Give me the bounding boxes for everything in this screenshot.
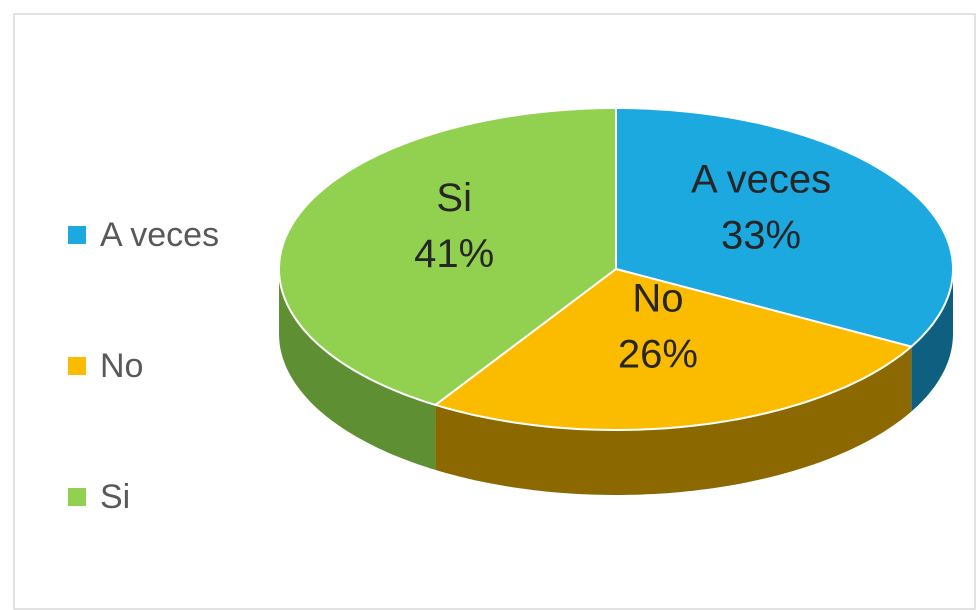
data-label-category: A veces: [691, 158, 831, 202]
legend-swatch: [68, 357, 86, 375]
pie-side: [911, 269, 953, 412]
pie-slice: [615, 107, 954, 348]
pie-side: [435, 346, 912, 495]
data-label-category: No: [632, 277, 683, 321]
data-label-value: 33%: [721, 214, 801, 258]
data-label-value: 26%: [618, 333, 698, 377]
legend-label: Si: [100, 478, 130, 516]
legend-swatch: [68, 488, 86, 506]
legend-label: A veces: [100, 216, 219, 254]
legend-label: No: [100, 347, 143, 385]
pie-slice: [278, 107, 617, 407]
pie-side: [279, 269, 436, 470]
data-label-category: Si: [436, 176, 472, 220]
legend-swatch: [68, 226, 86, 244]
data-label-value: 41%: [414, 232, 494, 276]
pie-slice: [433, 267, 914, 431]
